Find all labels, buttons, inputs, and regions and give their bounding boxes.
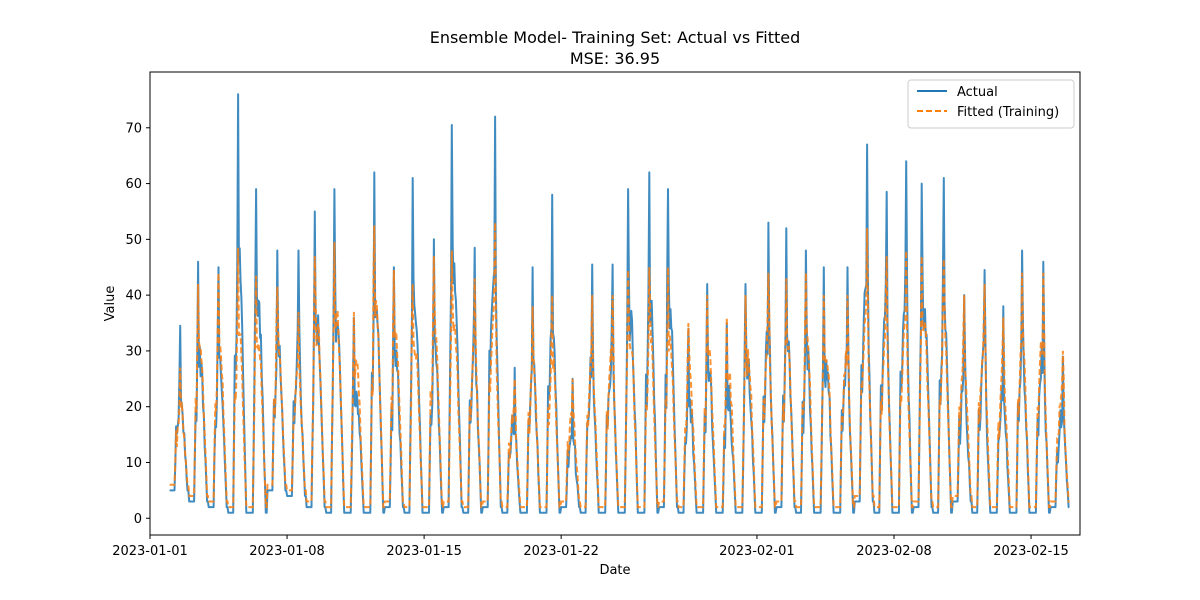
plot-area <box>169 93 1070 514</box>
chart-title: Ensemble Model- Training Set: Actual vs … <box>430 28 801 47</box>
x-tick-label: 2023-02-01 <box>719 544 795 559</box>
y-tick-label: 60 <box>125 177 142 192</box>
series-line-fitted <box>169 222 1070 509</box>
x-tick-label: 2023-02-15 <box>993 544 1069 559</box>
y-tick-label: 40 <box>125 289 142 304</box>
legend-label-fitted: Fitted (Training) <box>957 105 1059 120</box>
axes-frame <box>149 71 1081 536</box>
y-tick-label: 10 <box>125 456 142 471</box>
legend: Actual Fitted (Training) <box>907 79 1075 129</box>
x-axis: 2023-01-01 2023-01-08 2023-01-15 2023-01-22… <box>112 535 1069 559</box>
y-tick-label: 30 <box>125 344 142 359</box>
y-tick-label: 0 <box>134 512 142 527</box>
x-tick-label: 2023-01-15 <box>386 544 462 559</box>
x-tick-label: 2023-01-01 <box>112 544 188 559</box>
x-tick-label: 2023-01-08 <box>249 544 325 559</box>
x-axis-label: Date <box>599 563 630 578</box>
x-tick-label: 2023-02-08 <box>856 544 932 559</box>
y-tick-label: 50 <box>125 233 142 248</box>
y-tick-label: 70 <box>125 121 142 136</box>
y-tick-label: 20 <box>125 400 142 415</box>
legend-box <box>907 79 1075 129</box>
chart-subtitle: MSE: 36.95 <box>570 49 660 68</box>
y-axis: 0 10 20 30 40 50 60 70 <box>125 121 150 527</box>
y-axis-label: Value <box>103 286 118 322</box>
legend-label-actual: Actual <box>957 85 998 100</box>
x-tick-label: 2023-01-22 <box>523 544 599 559</box>
series-line-actual <box>169 93 1070 514</box>
